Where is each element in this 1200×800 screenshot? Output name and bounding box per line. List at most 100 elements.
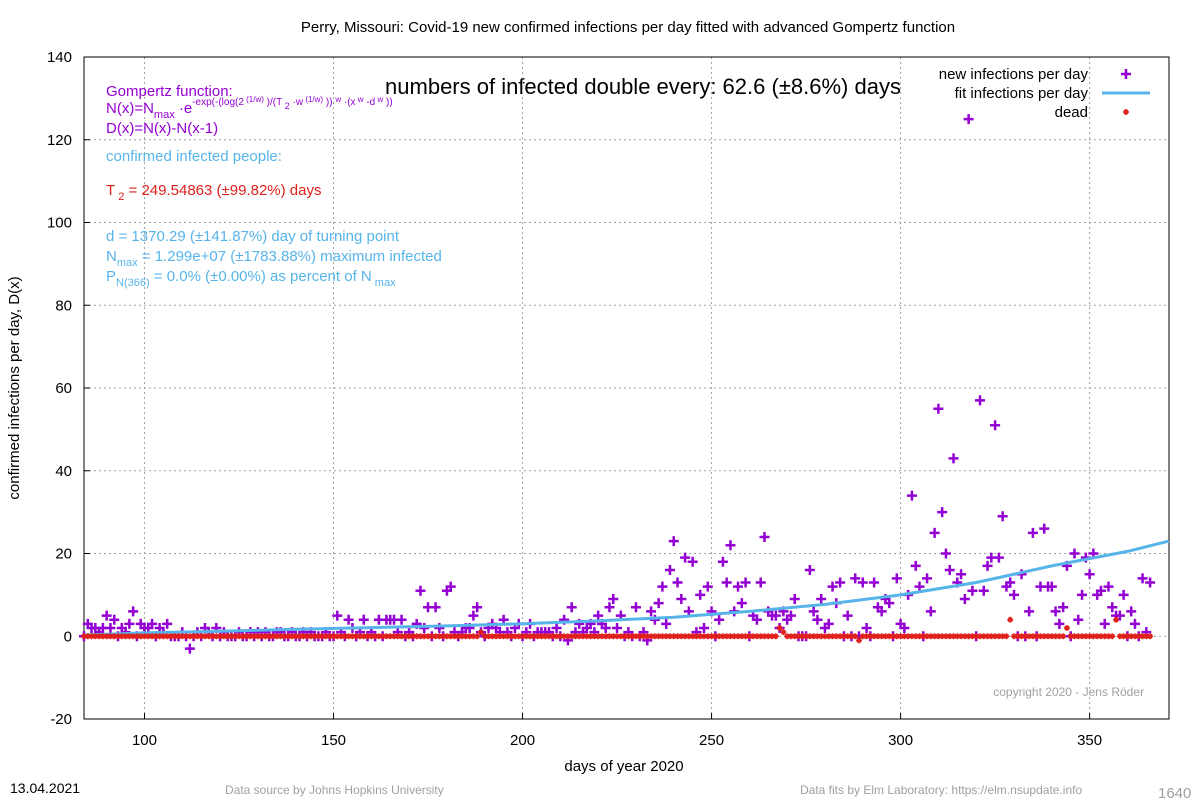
annotation-part: confirmed infected people: [106, 148, 282, 165]
data-point [655, 633, 662, 640]
data-point [391, 633, 397, 640]
data-point [610, 633, 617, 640]
data-point [963, 114, 974, 125]
data-point [672, 577, 683, 588]
data-point [583, 633, 590, 640]
data-point [156, 633, 163, 640]
data-point [861, 622, 872, 633]
data-point [598, 633, 605, 640]
data-point [436, 633, 443, 640]
data-point [122, 633, 129, 640]
data-point [551, 622, 562, 633]
data-point [1073, 614, 1084, 625]
annotation-part: w [334, 95, 341, 104]
y-tick-label: 0 [64, 628, 72, 645]
data-point [959, 594, 970, 605]
data-point [678, 633, 685, 640]
data-point [674, 633, 681, 640]
data-point [1084, 569, 1095, 580]
y-axis-label: confirmed infections per day, D(x) [6, 276, 23, 499]
footer-fits: Data fits by Elm Laboratory: https://elm… [800, 783, 1082, 797]
data-point [383, 633, 390, 640]
data-point [927, 633, 934, 640]
data-point [1007, 616, 1014, 623]
data-point [1048, 633, 1055, 640]
data-point [666, 633, 673, 640]
data-point [477, 629, 484, 636]
data-point [425, 633, 432, 640]
annotation: Nmax = 1.299e+07 (±1783.88%) maximum inf… [106, 248, 442, 269]
data-point [1045, 633, 1052, 640]
data-point [1097, 633, 1104, 640]
data-point [876, 606, 887, 617]
footer-source: Data source by Johns Hopkins University [225, 783, 444, 797]
annotation-part: max [117, 257, 138, 269]
y-tick-label: 40 [55, 463, 72, 480]
data-point [1050, 606, 1061, 617]
data-point [731, 633, 738, 640]
data-point [1024, 606, 1035, 617]
data-point [714, 614, 725, 625]
data-point [1086, 633, 1093, 640]
data-point [213, 633, 220, 640]
data-point [443, 633, 450, 640]
data-point [906, 490, 917, 501]
data-point [806, 633, 813, 640]
annotation-part: N [106, 248, 117, 265]
data-point [937, 507, 948, 518]
data-point [753, 633, 760, 640]
data-point [799, 633, 806, 640]
data-point [296, 633, 303, 640]
data-point [341, 633, 348, 640]
data-point [413, 633, 420, 640]
data-point [1075, 633, 1082, 640]
data-point [164, 633, 171, 640]
data-point [789, 594, 800, 605]
data-point [118, 633, 125, 640]
annotation-part: )) [383, 97, 392, 108]
data-point [500, 633, 507, 640]
data-point [770, 610, 781, 621]
data-point [719, 633, 726, 640]
y-tick-label: 140 [47, 49, 72, 66]
data-point [387, 633, 394, 640]
data-point [126, 633, 133, 640]
annotation-part: T [106, 182, 115, 199]
data-point [353, 633, 360, 640]
data-point [982, 560, 993, 571]
data-point [803, 633, 810, 640]
data-point [1056, 633, 1063, 640]
data-point [702, 581, 713, 592]
chart-title: Perry, Missouri: Covid-19 new confirmed … [301, 19, 955, 36]
data-point [784, 633, 791, 640]
data-point [833, 633, 840, 640]
data-point [827, 581, 838, 592]
data-point [1003, 633, 1010, 640]
data-point [924, 633, 931, 640]
fit-line [83, 539, 1170, 637]
data-point [750, 633, 757, 640]
annotation: d = 1370.29 (±141.87%) day of turning po… [106, 228, 400, 245]
data-point [162, 618, 173, 629]
data-point [757, 633, 764, 640]
data-point [837, 633, 844, 640]
data-point [978, 585, 989, 596]
data-point [916, 633, 923, 640]
data-point [969, 633, 976, 640]
data-point [546, 633, 552, 640]
data-point [600, 622, 611, 633]
data-point [470, 633, 477, 640]
data-point [566, 602, 577, 613]
data-point [651, 633, 658, 640]
annotation-part: N(366) [116, 277, 150, 289]
data-point [145, 633, 152, 640]
data-point [785, 610, 796, 621]
legend-label: new infections per day [939, 66, 1089, 83]
data-point [406, 633, 413, 640]
data-point [738, 633, 745, 640]
data-point [430, 602, 441, 613]
annotation-part: = 1.299e+07 (±1783.88%) maximum infected [138, 248, 442, 265]
x-tick-label: 250 [699, 732, 724, 749]
data-point [821, 633, 828, 640]
